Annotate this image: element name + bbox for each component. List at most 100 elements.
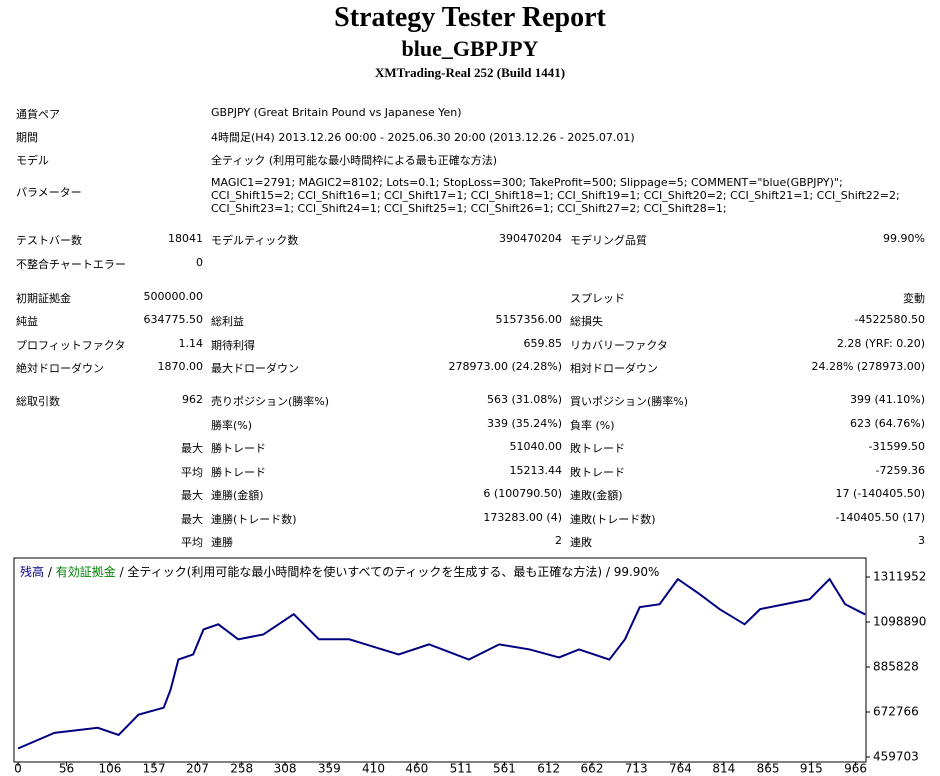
- stat-label: 連敗(金額): [570, 489, 623, 502]
- x-tick-label: 359: [318, 762, 341, 776]
- stat-value: -7259.36: [875, 464, 925, 477]
- stat-value: 最大: [181, 513, 203, 526]
- legend: 残高 / 有効証拠金 / 全ティック(利用可能な最小時間枠を使いすべてのティック…: [20, 564, 659, 579]
- stat-value: 659.85: [523, 337, 563, 350]
- stat-value: 3: [918, 534, 925, 547]
- legend-item: / 全ティック(利用可能な最小時間枠を使いすべてのティックを生成する、最も正確な…: [120, 564, 660, 579]
- stat-label: 連敗(トレード数): [570, 513, 656, 526]
- x-tick-label: 662: [581, 762, 604, 776]
- stat-label: プロフィットファクタ: [16, 339, 126, 352]
- stat-value: -4522580.50: [854, 313, 925, 326]
- stat-value: 最大: [181, 489, 203, 502]
- x-tick-label: 915: [800, 762, 823, 776]
- info-label: 期間: [16, 131, 38, 144]
- stat-label: 連敗: [570, 536, 592, 549]
- x-tick-label: 207: [186, 762, 209, 776]
- stat-value: 6 (100790.50): [483, 487, 562, 500]
- stat-value: 変動: [903, 292, 925, 305]
- subtitle: blue_GBPJPY: [401, 36, 539, 61]
- stat-label: 絶対ドローダウン: [16, 362, 104, 375]
- stat-value: 634775.50: [143, 313, 204, 326]
- stat-label: 総損失: [570, 315, 603, 328]
- y-tick-label: 885828: [873, 660, 919, 674]
- x-tick-label: 966: [844, 762, 867, 776]
- stat-value: 17 (-140405.50): [835, 487, 925, 500]
- stat-label: 総取引数: [16, 395, 60, 408]
- stat-value: 24.28% (278973.00): [811, 360, 925, 373]
- info-value: 全ティック (利用可能な最小時間枠による最も正確な方法): [211, 154, 498, 167]
- legend-item: 残高: [20, 564, 44, 579]
- stat-label: 連勝: [211, 536, 233, 549]
- stat-value: 623 (64.76%): [849, 417, 925, 430]
- stat-label: 連勝(トレード数): [211, 513, 297, 526]
- stat-value: 99.90%: [883, 232, 925, 245]
- x-tick-label: 764: [669, 762, 692, 776]
- stat-value: 1870.00: [157, 360, 204, 373]
- stat-value: 18041: [168, 232, 203, 245]
- stat-label: テストバー数: [16, 234, 82, 247]
- stat-value: 563 (31.08%): [486, 393, 562, 406]
- stat-label: 勝トレード: [211, 466, 266, 479]
- stat-label: 買いポジション(勝率%): [570, 395, 689, 408]
- stat-label: 勝トレード: [211, 442, 266, 455]
- x-tick-label: 814: [712, 762, 735, 776]
- stat-label: 初期証拠金: [16, 292, 71, 305]
- stat-value: 最大: [181, 442, 203, 455]
- x-tick-label: 106: [98, 762, 121, 776]
- stat-value: 2: [555, 534, 562, 547]
- x-tick-label: 410: [362, 762, 385, 776]
- stat-value: 962: [182, 393, 203, 406]
- chart: 459703 672766 885828 1098890 1311952 0 56 106 15…: [13, 557, 926, 776]
- y-tick-label: 1311952: [873, 570, 926, 584]
- x-tick-label: 561: [493, 762, 516, 776]
- y-tick-label: 672766: [873, 705, 919, 719]
- title: Strategy Tester Report: [334, 2, 606, 33]
- stat-value: 2.28 (YRF: 0.20): [836, 337, 925, 350]
- stat-value: 平均: [181, 466, 203, 479]
- legend-item: 有効証拠金: [56, 564, 116, 579]
- x-tick-label: 258: [230, 762, 253, 776]
- stat-value: 1.14: [178, 337, 204, 350]
- stat-value: 339 (35.24%): [486, 417, 562, 430]
- legend-item: /: [48, 565, 53, 579]
- stat-value: -31599.50: [868, 440, 925, 453]
- x-tick-label: 460: [405, 762, 428, 776]
- stat-label: 最大ドローダウン: [211, 362, 299, 375]
- info-label: パラメーター: [16, 186, 82, 199]
- stat-label: 総利益: [211, 315, 244, 328]
- x-tick-label: 713: [625, 762, 648, 776]
- y-tick-label: 1098890: [873, 615, 926, 629]
- stat-label: 勝率(%): [211, 419, 253, 432]
- x-tick-label: 308: [274, 762, 297, 776]
- stat-label: 敗トレード: [570, 466, 625, 479]
- build: XMTrading-Real 252 (Build 1441): [374, 65, 566, 80]
- stat-label: 敗トレード: [570, 442, 625, 455]
- info-label: モデル: [16, 154, 49, 167]
- stat-value: -140405.50 (17): [835, 511, 925, 524]
- info-value: MAGIC1=2791; MAGIC2=8102; Lots=0.1; Stop…: [211, 176, 900, 215]
- stat-label: 売りポジション(勝率%): [211, 395, 330, 408]
- stat-label: 純益: [16, 315, 38, 328]
- stat-label: スプレッド: [570, 292, 625, 305]
- y-tick-label: 459703: [873, 750, 919, 764]
- stat-value: 173283.00 (4): [483, 511, 562, 524]
- x-tick-label: 612: [537, 762, 560, 776]
- stat-value: 500000.00: [143, 290, 204, 303]
- stat-label: 連勝(金額): [211, 489, 264, 502]
- x-tick-label: 511: [450, 762, 473, 776]
- stat-value: 15213.44: [509, 464, 563, 477]
- stat-value: 5157356.00: [495, 313, 562, 326]
- stat-value: 399 (41.10%): [849, 393, 925, 406]
- stat-label: 不整合チャートエラー: [16, 258, 126, 271]
- stat-label: 負率 (%): [570, 419, 615, 432]
- stat-value: 平均: [181, 536, 203, 549]
- stat-value: 0: [196, 256, 203, 269]
- stat-label: リカバリーファクタ: [570, 339, 668, 352]
- stat-label: 期待利得: [211, 339, 255, 352]
- stat-value: 390470204: [499, 232, 562, 245]
- plot-frame: [13, 557, 867, 763]
- x-tick-label: 0: [14, 762, 22, 776]
- balance-line: [17, 577, 866, 750]
